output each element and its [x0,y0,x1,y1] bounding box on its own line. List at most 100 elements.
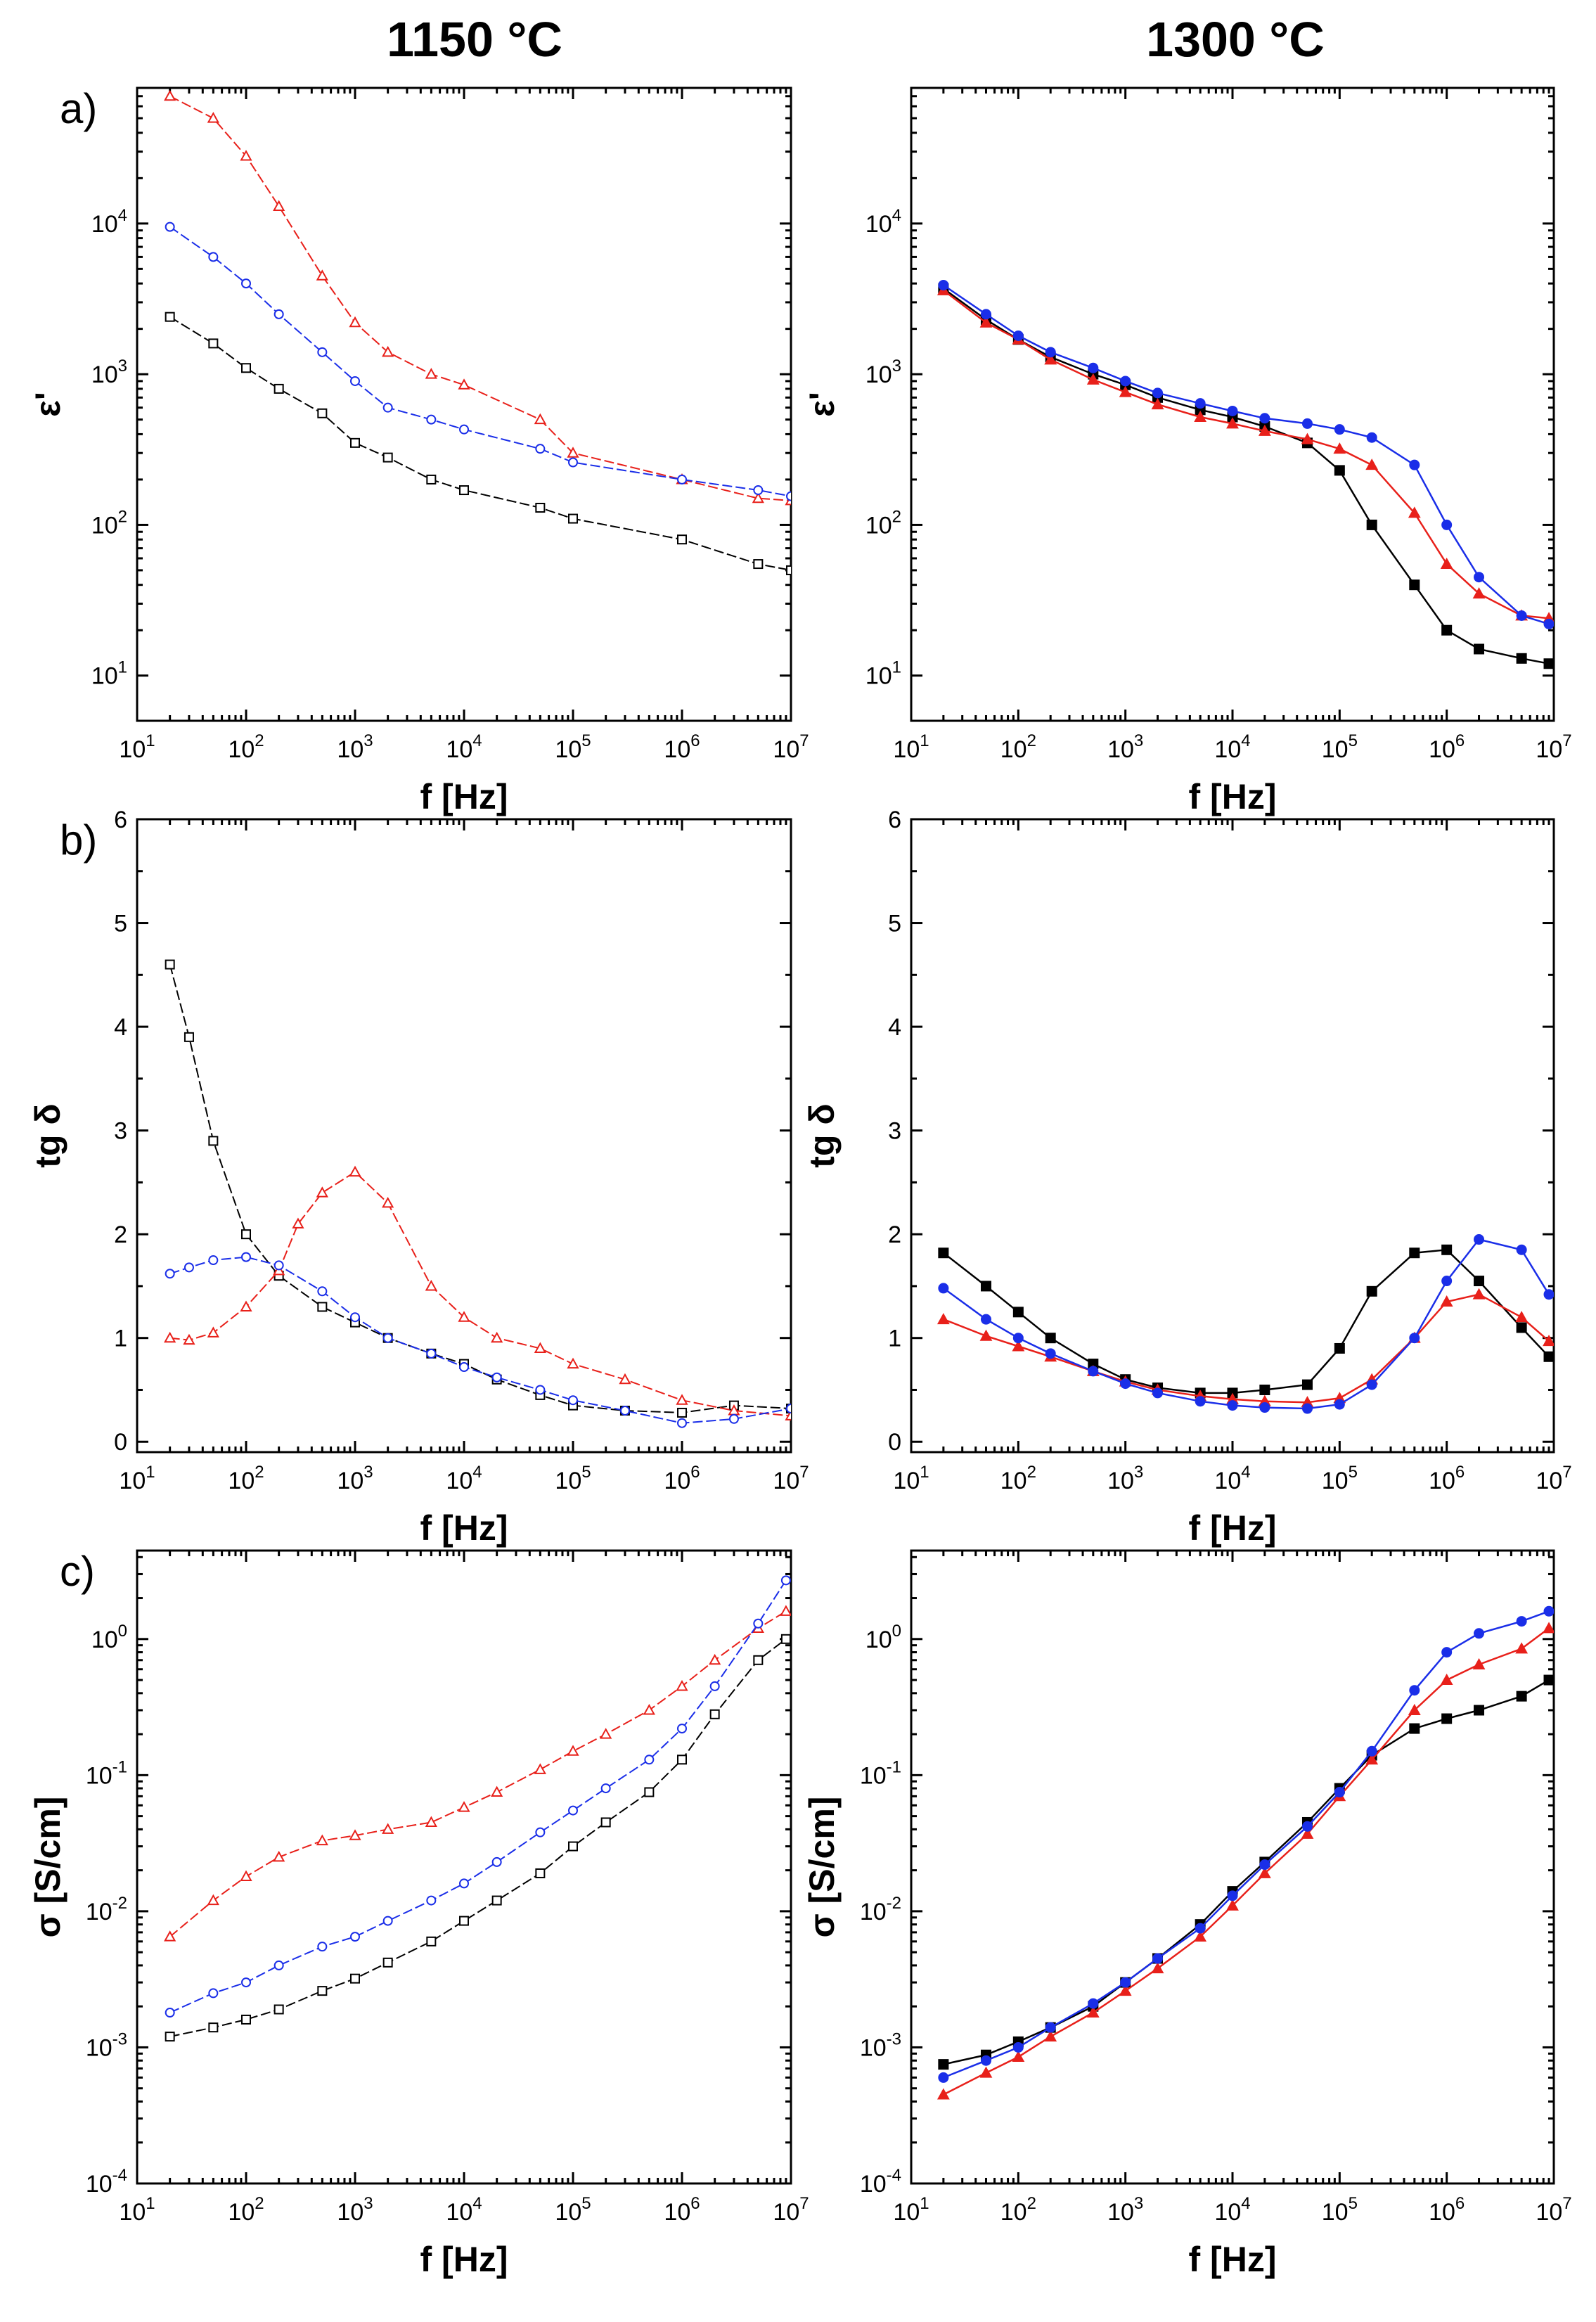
data-point-blue [491,1372,502,1383]
panel-label: a) [60,85,97,132]
data-point-black [1334,465,1345,476]
data-point-red [292,1217,304,1229]
data-point-blue [1259,1402,1270,1413]
data-point-red [979,316,993,328]
data-point-red [458,1311,470,1322]
data-point-red [240,1870,252,1882]
data-point-red [567,1745,579,1756]
x-axis-label: f [Hz] [420,1508,508,1548]
data-point-red [164,89,176,101]
data-point-black [1543,1351,1554,1362]
data-point-blue [753,1618,764,1629]
data-point-blue [317,347,328,357]
data-point-black [786,565,791,575]
series-group [937,1605,1554,2100]
data-point-red [1472,587,1486,599]
data-point-blue [1334,1787,1345,1798]
data-point-blue [1012,2041,1024,2053]
data-point-blue [184,1262,194,1273]
x-axis-label: f [Hz] [1189,777,1277,816]
x-tick-label: 106 [1429,731,1465,763]
y-tick-label: 104 [91,206,127,238]
data-point-black [241,1229,251,1240]
data-point-blue [938,1283,949,1294]
data-point-blue [780,1575,791,1586]
chart-a-1150: 101 102 103 104 105 106 107 101 102 103 104 f [Hz] ε… [28,85,809,816]
y-axis-label: ε' [28,392,67,417]
data-point-red [567,447,579,458]
y-tick-label: 103 [865,357,901,388]
y-tick-label: 10-3 [860,2029,901,2061]
series-line-red [169,95,791,501]
series-group [164,89,791,575]
data-point-black [1409,579,1420,591]
data-point-black [677,1755,687,1765]
x-tick-label: 101 [119,731,155,763]
data-point-blue [1012,1333,1024,1344]
x-tick-label: 107 [773,731,809,763]
chart-c-1300: 101 102 103 104 105 106 107 10-4 10-3 10-2 10-1 100… [802,1549,1572,2279]
data-point-blue [241,278,251,289]
x-axis-label: f [Hz] [1189,1508,1277,1548]
data-point-blue [1516,1616,1527,1627]
x-tick-label: 105 [555,731,591,763]
y-tick-label: 103 [91,357,127,388]
x-tick-label: 106 [664,731,700,763]
data-point-red [164,1331,176,1343]
plot-frame [910,1549,1555,2185]
data-point-blue [535,444,546,454]
x-tick-label: 106 [1429,2194,1465,2226]
data-point-blue [938,2072,949,2083]
y-tick-label: 5 [888,911,901,937]
series-line-red [169,1171,791,1417]
data-point-blue [938,279,949,290]
data-point-blue [208,1988,219,1999]
data-point-blue [1120,1977,1131,1988]
data-point-blue [644,1755,655,1765]
data-point-black [1259,1384,1270,1395]
x-tick-label: 101 [119,2194,155,2226]
data-point-red [1472,1657,1486,1669]
data-point-red [1408,506,1421,518]
data-point-blue [1409,1685,1420,1696]
data-point-red [534,413,546,425]
data-point-blue [1301,1403,1313,1414]
data-point-red [1440,1673,1453,1686]
data-point-red [1472,1288,1486,1300]
y-axis-label: σ [S/cm] [802,1797,842,1938]
data-point-red [240,1300,252,1311]
data-point-blue [1227,405,1238,416]
data-point-red [1440,557,1453,570]
y-tick-label: 0 [114,1429,127,1456]
data-point-black [938,2059,949,2070]
data-point-red [534,1763,546,1774]
data-point-blue [382,1333,393,1343]
x-tick-label: 102 [228,2194,264,2226]
data-point-black [1474,1276,1485,1287]
data-point-blue [568,1395,578,1406]
data-point-black [938,1247,949,1259]
data-point-blue [568,457,578,468]
data-point-red [273,1850,285,1862]
plot-frame [910,86,1555,722]
data-point-red [937,1313,950,1325]
data-point-black [568,513,578,524]
data-point-blue [208,252,219,262]
data-point-red [425,1816,437,1827]
data-point-blue [1474,572,1485,583]
data-point-black [1543,1674,1554,1686]
data-point-black [382,1957,393,1968]
data-point-blue [459,1878,469,1889]
series-group [164,1575,791,2042]
data-point-black [426,1936,437,1946]
series-line-blue [943,284,1550,625]
x-tick-label: 103 [1107,2194,1143,2226]
data-point-red [1012,1340,1025,1352]
data-point-red [491,1785,503,1797]
data-point-black [317,1302,328,1312]
x-tick-label: 102 [1000,731,1036,763]
x-tick-label: 105 [1322,731,1358,763]
data-point-blue [1334,424,1345,435]
y-tick-label: 10-4 [860,2166,901,2198]
